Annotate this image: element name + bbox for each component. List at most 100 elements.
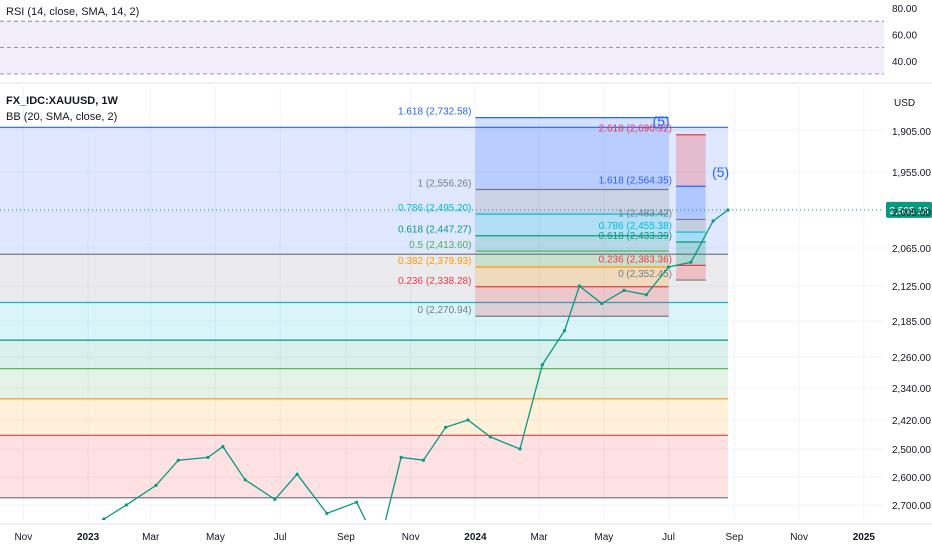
fib-level-label: 1 (2,556.26) xyxy=(417,178,471,189)
price-point xyxy=(444,425,448,429)
price-point xyxy=(711,219,715,223)
price-series xyxy=(101,208,730,520)
time-tick-label: Sep xyxy=(337,532,355,543)
rsi-legend: RSI (14, close, SMA, 14, 2) xyxy=(6,6,139,18)
fib-level-label: 0.382 (2,379.93) xyxy=(398,256,471,267)
price-point xyxy=(243,478,247,482)
current-price-badge xyxy=(886,201,932,218)
price-point xyxy=(354,500,359,504)
fib-level-label: 1.618 (2,732.58) xyxy=(398,107,471,118)
fib-zone xyxy=(676,232,706,242)
fib-retracement-1: 1.618 (2,709.05)1 (2,406.87)0.786 (2,302… xyxy=(0,126,728,499)
wave-label: (5) xyxy=(653,113,670,129)
fib-zone xyxy=(676,186,706,220)
price-point xyxy=(295,472,299,476)
price-point xyxy=(600,301,604,306)
time-tick-label: Mar xyxy=(530,532,548,543)
price-point xyxy=(124,503,128,507)
bb-legend: BB (20, SMA, close, 2) xyxy=(6,111,117,123)
fib-level-label: 2.618 (2,690.92) xyxy=(599,124,672,135)
price-point xyxy=(622,288,626,292)
price-point xyxy=(466,418,470,422)
price-tick-label: 2,260.00 xyxy=(892,353,931,364)
fib-zone xyxy=(0,302,728,341)
price-point xyxy=(689,260,693,264)
price-point xyxy=(176,458,180,462)
time-tick-label: Mar xyxy=(142,532,160,543)
fib-zone xyxy=(475,117,669,190)
time-tick-label: Jul xyxy=(274,532,287,543)
price-point xyxy=(562,329,567,333)
time-tick-label: 2025 xyxy=(853,532,876,543)
fib-zone xyxy=(475,214,669,236)
price-line xyxy=(101,209,729,520)
fib-level-label: 0 (2,270.94) xyxy=(417,305,471,316)
time-tick-label: May xyxy=(594,532,613,543)
fib-level-label: 0.236 (2,338.28) xyxy=(398,276,471,287)
time-tick-label: Nov xyxy=(402,532,420,543)
fib-zone xyxy=(0,368,728,399)
price-tick-label: 2,005.00 xyxy=(892,208,931,219)
fib-zone xyxy=(475,286,669,317)
price-panel: 1.618 (2,709.05)1 (2,406.87)0.786 (2,302… xyxy=(0,86,932,543)
fib-zone xyxy=(0,127,728,255)
price-point xyxy=(421,458,426,462)
price-point xyxy=(154,483,158,487)
fib-level-label: 0.618 (2,433.39) xyxy=(599,231,672,242)
fib-level-label: 0.236 (2,383.36) xyxy=(599,254,672,265)
rsi-tick-label: 80.00 xyxy=(892,4,917,15)
price-point xyxy=(488,435,492,439)
current-price-label: 2,505.18 xyxy=(890,206,929,217)
price-point xyxy=(577,284,582,288)
fib-zone xyxy=(475,267,669,287)
symbol-legend: FX_IDC:XAUUSD, 1W xyxy=(6,95,118,107)
price-point xyxy=(102,517,106,520)
price-tick-label: 2,420.00 xyxy=(892,416,931,427)
price-point xyxy=(540,363,544,367)
fib-level-label: 0.786 (2,455.38) xyxy=(599,221,672,232)
rsi-tick-label: 40.00 xyxy=(892,57,917,68)
price-tick-label: 2,125.00 xyxy=(892,282,931,293)
price-point xyxy=(221,444,225,449)
price-point xyxy=(399,455,403,459)
price-tick-label: 2,185.00 xyxy=(892,317,931,328)
time-tick-label: Nov xyxy=(790,532,808,543)
time-tick-label: Jul xyxy=(662,532,675,543)
rsi-panel: 80.00 60.00 40.00 xyxy=(0,4,917,75)
time-tick-label: 2023 xyxy=(77,532,100,543)
fib-zone xyxy=(0,435,728,498)
price-tick-label: 2,600.00 xyxy=(892,473,931,484)
currency-label: USD xyxy=(894,98,915,109)
price-point xyxy=(206,455,210,459)
fib-level-label: 0.618 (2,447.27) xyxy=(398,225,471,236)
price-tick-label: 2,700.00 xyxy=(892,501,931,512)
fib-zone xyxy=(0,398,728,436)
fib-zone xyxy=(475,235,669,252)
time-tick-label: Sep xyxy=(725,532,743,543)
price-tick-label: 2,065.00 xyxy=(892,244,931,255)
fib-zone xyxy=(676,134,706,187)
price-tick-label: 2,500.00 xyxy=(892,445,931,456)
rsi-legend-text: RSI (14, close, SMA, 14, 2) xyxy=(6,6,140,18)
price-tick-label: 1,905.00 xyxy=(892,127,931,138)
fib-zone xyxy=(0,254,728,303)
price-point xyxy=(325,511,329,515)
time-tick-label: Nov xyxy=(14,532,32,543)
price-point xyxy=(273,497,277,501)
fib-level-label: 1 (2,483.42) xyxy=(618,208,672,219)
fib-level-label: 0.786 (2,495.20) xyxy=(398,203,471,214)
price-tick-label: 1,955.00 xyxy=(892,168,931,179)
price-tick-label: 2,340.00 xyxy=(892,384,931,395)
fib-level-label: 1.618 (2,564.35) xyxy=(599,175,672,186)
fib-level-label: 0 (2,352.45) xyxy=(618,269,672,280)
wave-label: (5) xyxy=(712,164,729,180)
price-point xyxy=(666,265,671,269)
fib-retracement-3: 2.618 (2,690.92) 1.618 (2,564.35) 1 (2,483… xyxy=(599,124,706,281)
price-point xyxy=(518,447,522,451)
fib-zone xyxy=(475,251,669,268)
time-tick-label: 2024 xyxy=(464,532,487,543)
fib-zone xyxy=(676,265,706,281)
fib-zone xyxy=(676,219,706,233)
